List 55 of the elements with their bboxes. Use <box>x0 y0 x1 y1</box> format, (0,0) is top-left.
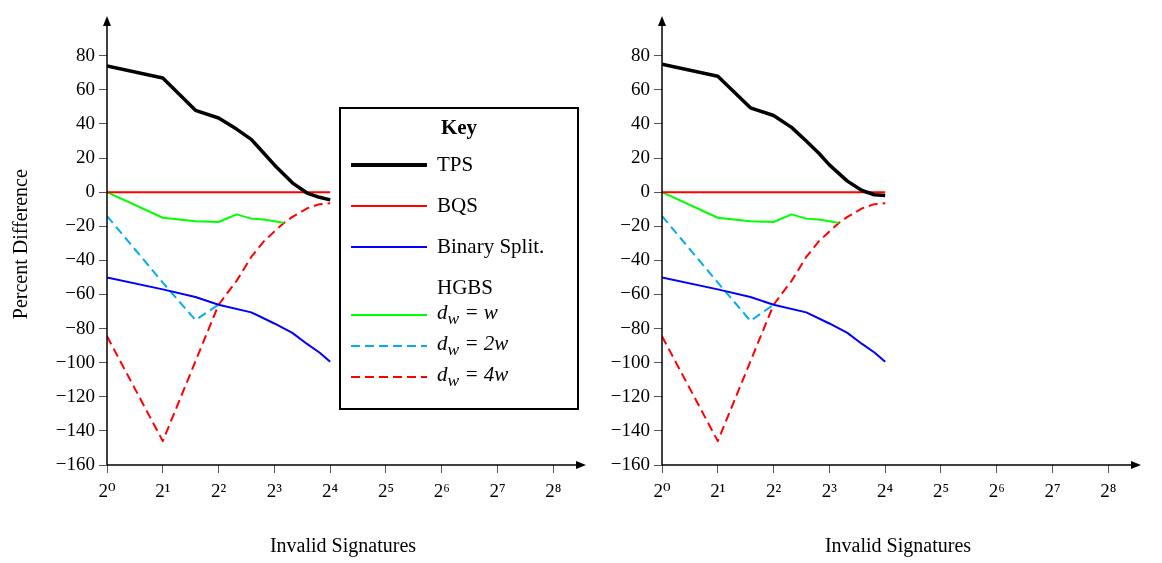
y-tick-label: 40 <box>631 111 650 133</box>
legend-label: TPS <box>437 152 474 177</box>
x-tick-label: 2⁵ <box>377 480 395 502</box>
y-tick-label: 60 <box>631 77 650 99</box>
x-tick-label: 2¹ <box>710 480 726 502</box>
x-tick-label: 2⁵ <box>932 480 950 502</box>
y-tick-label: −40 <box>620 248 650 270</box>
x-tick-label: 2⁰ <box>98 480 116 502</box>
legend-title: Key <box>439 115 479 140</box>
x-tick-label: 2⁷ <box>489 480 506 502</box>
legend-label: d$_{w}$ = w <box>437 300 498 330</box>
y-axis-title: Percent Difference <box>9 169 32 320</box>
y-tick-label: 80 <box>76 43 95 65</box>
x-axis-title: Invalid Signatures <box>269 534 417 558</box>
y-tick-label: −80 <box>620 316 650 338</box>
x-tick-label: 2⁰ <box>653 480 671 502</box>
x-tick-label: 2⁴ <box>877 480 894 502</box>
x-tick-label: 2² <box>210 480 227 502</box>
legend-label: BQS <box>437 193 478 218</box>
x-tick-label: 2⁶ <box>988 480 1005 502</box>
x-tick-label: 2⁸ <box>1100 480 1117 502</box>
y-tick-label: −40 <box>65 248 95 270</box>
y-tick-label: −160 <box>610 452 650 474</box>
y-tick-label: −20 <box>620 214 650 236</box>
y-tick-label: −140 <box>55 418 95 440</box>
y-tick-label: −100 <box>610 350 650 372</box>
x-axis-title: Invalid Signatures <box>824 534 972 558</box>
y-tick-label: −60 <box>65 282 95 304</box>
y-tick-label: −140 <box>610 418 650 440</box>
y-tick-label: −120 <box>55 384 95 406</box>
y-tick-label: −20 <box>65 214 95 236</box>
x-tick-label: 2³ <box>821 480 838 502</box>
y-tick-label: 20 <box>631 146 650 168</box>
y-tick-label: −100 <box>55 350 95 372</box>
x-tick-label: 2³ <box>266 480 283 502</box>
x-tick-label: 2⁸ <box>545 480 562 502</box>
y-tick-label: 40 <box>76 111 95 133</box>
x-tick-label: 2⁶ <box>433 480 450 502</box>
legend-label: Binary Split. <box>437 234 545 259</box>
y-tick-label: −160 <box>55 452 95 474</box>
y-tick-label: −60 <box>620 282 650 304</box>
x-tick-label: 2⁷ <box>1044 480 1061 502</box>
y-tick-label: 80 <box>631 43 650 65</box>
y-tick-label: −120 <box>610 384 650 406</box>
y-tick-label: 0 <box>640 180 650 202</box>
x-tick-label: 2¹ <box>155 480 171 502</box>
annotation: HGBS <box>436 275 495 300</box>
legend-label: d$_{w}$ = 2w <box>437 331 509 361</box>
x-tick-label: 2² <box>765 480 782 502</box>
y-tick-label: 0 <box>85 180 95 202</box>
y-tick-label: 60 <box>76 77 95 99</box>
legend-label: d$_{w}$ = 4w <box>437 362 509 392</box>
x-tick-label: 2⁴ <box>322 480 339 502</box>
y-tick-label: 20 <box>76 146 95 168</box>
y-tick-label: −80 <box>65 316 95 338</box>
